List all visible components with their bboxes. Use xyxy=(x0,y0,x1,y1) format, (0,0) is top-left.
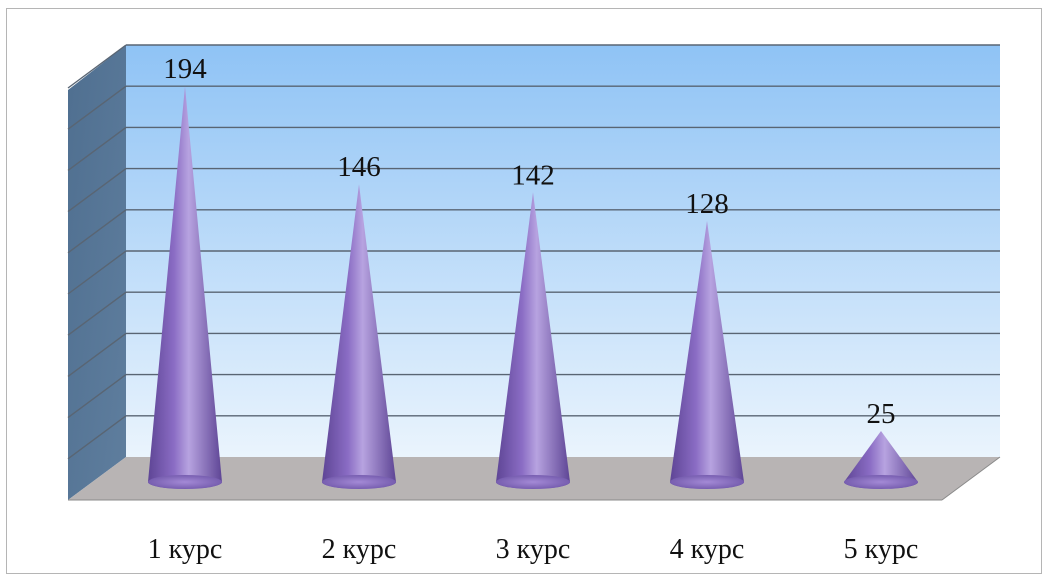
cone-bar-3 xyxy=(496,192,570,489)
cone-base-5 xyxy=(844,475,918,489)
side-gridline xyxy=(67,168,127,213)
data-label-5: 25 xyxy=(867,398,896,430)
side-gridline xyxy=(67,374,127,419)
side-gridline xyxy=(67,209,127,254)
x-tick-label-5: 5 курс xyxy=(844,534,919,565)
cone-bar-1 xyxy=(148,86,222,490)
side-gridline xyxy=(67,415,127,460)
cone-base-2 xyxy=(322,475,396,489)
cone-base-3 xyxy=(496,475,570,489)
cone-bar-4 xyxy=(670,220,744,489)
side-gridline xyxy=(67,85,127,130)
data-label-3: 142 xyxy=(511,159,555,191)
data-labels: 194 146 142 128 25 xyxy=(163,53,895,430)
data-label-1: 194 xyxy=(163,53,207,85)
gridlines xyxy=(67,44,1000,460)
side-gridline xyxy=(67,291,127,336)
side-gridline xyxy=(67,250,127,295)
x-tick-label-2: 2 курс xyxy=(322,534,397,565)
cone-base-1 xyxy=(148,475,222,489)
x-tick-label-3: 3 курс xyxy=(496,534,571,565)
x-tick-label-1: 1 курс xyxy=(148,534,223,565)
cones xyxy=(148,86,918,490)
cone-base-4 xyxy=(670,475,744,489)
cone-bar-2 xyxy=(322,184,396,489)
side-gridline xyxy=(67,44,127,89)
floor-right-edge xyxy=(941,456,1001,501)
side-gridline xyxy=(67,332,127,377)
data-label-4: 128 xyxy=(685,188,729,220)
side-gridline xyxy=(67,126,127,171)
x-axis-ticks: 1 курс 2 курс 3 курс 4 курс 5 курс xyxy=(148,534,919,565)
x-tick-label-4: 4 курс xyxy=(670,534,745,565)
cone-bar-5 xyxy=(844,431,918,489)
data-label-2: 146 xyxy=(337,151,381,183)
